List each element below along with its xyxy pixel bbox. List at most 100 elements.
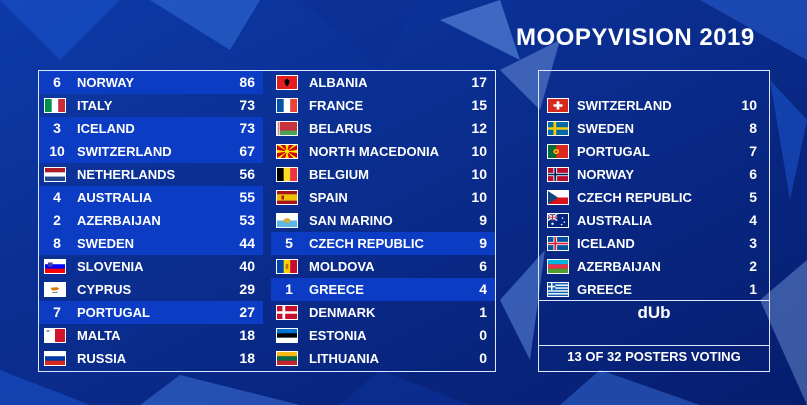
total-score: 53 [239,212,255,228]
vote-country-name: SWEDEN [577,121,635,136]
total-score: 0 [479,327,487,343]
azerbaijan-flag-icon [547,259,569,274]
total-score: 73 [239,97,255,113]
scoreboard-row: 7 PORTUGAL 27 [39,301,263,324]
vote-row: NORWAY 6 [539,163,769,186]
scoreboard-row: NORTH MACEDONIA 10 [271,140,495,163]
total-score: 1 [479,304,487,320]
voter-name: dUb [637,303,671,322]
country-name: ICELAND [77,121,135,136]
vote-country-name: AUSTRALIA [577,213,653,228]
albania-flag-icon [276,75,298,90]
points-received: 3 [53,120,61,136]
country-name: NORTH MACEDONIA [309,144,439,159]
total-score: 86 [239,74,255,90]
vote-row: AZERBAIJAN 2 [539,255,769,278]
australia-flag-icon [547,213,569,228]
scoreboard-row: MOLDOVA 6 [271,255,495,278]
country-name: SWEDEN [77,236,135,251]
total-score: 44 [239,235,255,251]
vote-country-name: GREECE [577,282,632,297]
belarus-flag-icon [276,121,298,136]
vote-row: GREECE 1 [539,278,769,301]
sweden-flag-icon [547,121,569,136]
country-name: FRANCE [309,98,364,113]
points-received: 2 [53,212,61,228]
vote-country-name: CZECH REPUBLIC [577,190,692,205]
lithuania-flag-icon [276,351,298,366]
greece-flag-icon [547,282,569,297]
country-name: ALBANIA [309,75,368,90]
country-name: DENMARK [309,305,376,320]
belgium-flag-icon [276,167,298,182]
malta-flag-icon [44,328,66,343]
norway-flag-icon [547,167,569,182]
total-score: 17 [471,74,487,90]
total-score: 9 [479,212,487,228]
country-name: SWITZERLAND [77,144,172,159]
scoreboard-row: FRANCE 15 [271,94,495,117]
scoreboard-row: RUSSIA 18 [39,347,263,370]
vote-country-name: SWITZERLAND [577,98,672,113]
votes-panel: SWITZERLAND 10 SWEDEN 8 PORTUGAL 7 NORWAY 6 CZEC… [538,70,770,372]
scoreboard-row: 6 NORWAY 86 [39,71,263,94]
vote-country-name: ICELAND [577,236,635,251]
scoreboard-row: 1 GREECE 4 [271,278,495,301]
total-score: 29 [239,281,255,297]
vote-country-name: AZERBAIJAN [577,259,661,274]
country-name: SLOVENIA [77,259,144,274]
page-title: MOOPYVISION 2019 [516,24,755,51]
country-name: CZECH REPUBLIC [309,236,424,251]
vote-country-name: NORWAY [577,167,635,182]
vote-points: 8 [749,120,757,136]
russia-flag-icon [44,351,66,366]
country-name: SAN MARINO [309,213,393,228]
total-score: 10 [471,143,487,159]
country-name: BELGIUM [309,167,369,182]
scoreboard-row: ITALY 73 [39,94,263,117]
total-score: 55 [239,189,255,205]
points-received: 7 [53,304,61,320]
italy-flag-icon [44,98,66,113]
total-score: 10 [471,166,487,182]
country-name: AUSTRALIA [77,190,153,205]
vote-row: AUSTRALIA 4 [539,209,769,232]
total-score: 4 [479,281,487,297]
vote-row: SWEDEN 8 [539,117,769,140]
country-name: NETHERLANDS [77,167,176,182]
total-score: 40 [239,258,255,274]
country-name: NORWAY [77,75,135,90]
netherlands-flag-icon [44,167,66,182]
vote-row: PORTUGAL 7 [539,140,769,163]
total-score: 12 [471,120,487,136]
country-name: ITALY [77,98,113,113]
estonia-flag-icon [276,328,298,343]
scoreboard-row: NETHERLANDS 56 [39,163,263,186]
scoreboard-row: 2 AZERBAIJAN 53 [39,209,263,232]
scoreboard-row: CYPRUS 29 [39,278,263,301]
total-score: 6 [479,258,487,274]
scoreboard-row: BELGIUM 10 [271,163,495,186]
scoreboard-row: SLOVENIA 40 [39,255,263,278]
total-score: 10 [471,189,487,205]
voting-status: 13 OF 32 POSTERS VOTING [567,349,741,364]
country-name: RUSSIA [77,351,127,366]
north-macedonia-flag-icon [276,144,298,159]
vote-points: 6 [749,166,757,182]
scoreboard-row: MALTA 18 [39,324,263,347]
total-score: 27 [239,304,255,320]
total-score: 15 [471,97,487,113]
scoreboard-row: 8 SWEDEN 44 [39,232,263,255]
country-name: GREECE [309,282,364,297]
vote-points: 5 [749,189,757,205]
points-received: 8 [53,235,61,251]
total-score: 18 [239,350,255,366]
country-name: PORTUGAL [77,305,150,320]
cyprus-flag-icon [44,282,66,297]
scoreboard-row: SAN MARINO 9 [271,209,495,232]
country-name: AZERBAIJAN [77,213,161,228]
vote-points: 1 [749,281,757,297]
total-score: 9 [479,235,487,251]
vote-row: SWITZERLAND 10 [539,94,769,117]
country-name: BELARUS [309,121,372,136]
